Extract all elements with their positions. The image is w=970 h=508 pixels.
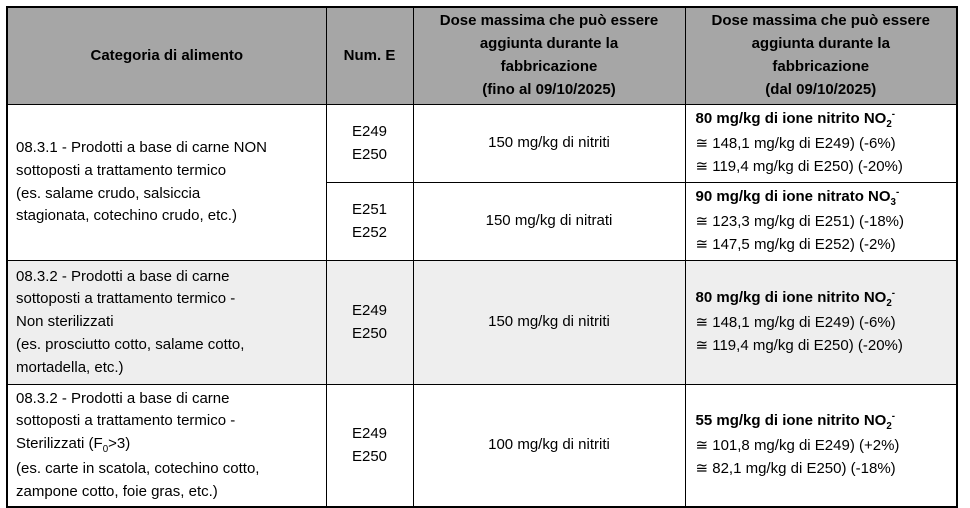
formula-subscript: 2 <box>886 298 892 310</box>
headline-text: 80 mg/kg di ione nitrito NO <box>695 289 887 307</box>
category-title: 08.3.1 - Prodotti a base di carne NON so… <box>16 138 267 179</box>
table-row: E251 E252 150 mg/kg di nitrati 90 mg/kg … <box>7 182 958 261</box>
category-examples: (es. carte in scatola, cotechino cotto, … <box>16 459 260 500</box>
equivalence-line: ≅ 148,1 mg/kg di E249) (-6%) <box>695 135 896 153</box>
dose-old-cell: 150 mg/kg di nitrati <box>412 182 686 261</box>
num-e-cell: E249 E250 <box>325 384 414 508</box>
additives-dose-table: Categoria di alimento Num. E Dose massim… <box>6 6 958 508</box>
equivalence-line: ≅ 119,4 mg/kg di E250) (-20%) <box>695 157 903 175</box>
formula-subscript: 2 <box>886 421 892 433</box>
category-cell-0832-sterilizzati: 08.3.2 - Prodotti a base di carne sottop… <box>6 384 327 508</box>
dose-new-cell: 80 mg/kg di ione nitrito NO2- ≅ 148,1 mg/… <box>684 104 958 183</box>
formula-subscript: 3 <box>890 197 896 209</box>
headline-text: 80 mg/kg di ione nitrito NO <box>695 110 887 128</box>
formula-superscript: - <box>891 288 896 300</box>
table-row: 08.3.2 - Prodotti a base di carne sottop… <box>6 384 958 508</box>
num-e-cell: E249 E250 <box>325 260 414 385</box>
equivalence-line: ≅ 119,4 mg/kg di E250) (-20%) <box>695 336 903 354</box>
table-header-row: Categoria di alimento Num. E Dose massim… <box>6 6 958 105</box>
category-title-text: >3) <box>108 435 131 453</box>
table-row: 08.3.2 - Prodotti a base di carne sottop… <box>6 260 958 385</box>
dose-old-cell: 150 mg/kg di nitriti <box>412 104 686 183</box>
formula-superscript: - <box>891 109 896 121</box>
num-e-cell: E249 E250 <box>325 104 414 183</box>
dose-old-cell: 100 mg/kg di nitriti <box>412 384 686 508</box>
table-row: 08.3.1 - Prodotti a base di carne NON so… <box>6 104 958 261</box>
num-e-cell: E251 E252 <box>325 182 414 261</box>
category-cell-0832-non-sterilizzati: 08.3.2 - Prodotti a base di carne sottop… <box>6 260 327 385</box>
f0-subscript: 0 <box>102 444 109 456</box>
dose-old-cell: 150 mg/kg di nitriti <box>412 260 686 385</box>
header-categoria-alimento: Categoria di alimento <box>6 6 327 105</box>
category-cell-0831: 08.3.1 - Prodotti a base di carne NON so… <box>6 104 327 261</box>
dose-new-headline: 80 mg/kg di ione nitrito NO2- <box>696 108 953 133</box>
dose-new-cell: 90 mg/kg di ione nitrato NO3- ≅ 123,3 mg/… <box>684 182 958 261</box>
category-title-text: 08.3.2 - Prodotti a base di carne sottop… <box>16 389 236 453</box>
equivalence-line: ≅ 82,1 mg/kg di E250) (-18%) <box>695 459 896 477</box>
headline-text: 90 mg/kg di ione nitrato NO <box>695 188 891 206</box>
header-dose-fino: Dose massima che può essere aggiunta dur… <box>412 6 686 105</box>
dose-new-cell: 80 mg/kg di ione nitrito NO2- ≅ 148,1 mg/… <box>684 260 958 385</box>
dose-new-headline: 55 mg/kg di ione nitrito NO2- <box>696 410 953 435</box>
dose-new-headline: 80 mg/kg di ione nitrito NO2- <box>696 287 953 312</box>
category-examples: (es. prosciutto cotto, salame cotto, mor… <box>16 335 245 376</box>
formula-subscript: 2 <box>886 119 892 131</box>
formula-superscript: - <box>891 411 896 423</box>
category-examples: (es. salame crudo, salsiccia stagionata,… <box>16 184 237 225</box>
header-num-e: Num. E <box>325 6 414 105</box>
category-title: 08.3.2 - Prodotti a base di carne sottop… <box>16 388 322 458</box>
dose-new-cell: 55 mg/kg di ione nitrito NO2- ≅ 101,8 mg/… <box>684 384 958 508</box>
category-title: 08.3.2 - Prodotti a base di carne sottop… <box>16 267 236 331</box>
equivalence-line: ≅ 148,1 mg/kg di E249) (-6%) <box>695 314 896 332</box>
dose-new-headline: 90 mg/kg di ione nitrato NO3- <box>696 186 953 211</box>
formula-superscript: - <box>895 187 900 199</box>
equivalence-line: ≅ 101,8 mg/kg di E249) (+2%) <box>695 437 900 455</box>
equivalence-line: ≅ 147,5 mg/kg di E252) (-2%) <box>695 235 896 253</box>
headline-text: 55 mg/kg di ione nitrito NO <box>695 412 887 430</box>
header-dose-dal: Dose massima che può essere aggiunta dur… <box>684 6 958 105</box>
equivalence-line: ≅ 123,3 mg/kg di E251) (-18%) <box>695 213 905 231</box>
